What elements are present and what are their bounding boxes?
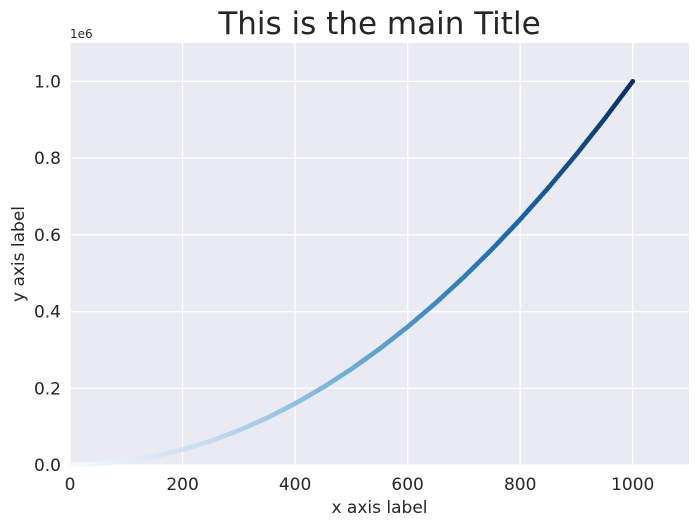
x-ticks: 0 200 400 600 800 1000 [65,475,655,495]
grid [69,43,689,466]
x-tick-label: 400 [279,475,311,495]
y-offset-label: 1e6 [70,27,93,41]
chart-title: This is the main Title [217,6,540,42]
x-tick-label: 0 [65,475,76,495]
x-axis-label: x axis label [331,498,427,518]
data-points [67,78,636,468]
x-tick-label: 800 [504,475,536,495]
y-ticks: 0.0 0.2 0.4 0.6 0.8 1.0 [34,72,61,476]
x-tick-label: 1000 [611,475,654,495]
plot-area [70,43,689,465]
y-tick-label: 0.2 [34,379,61,399]
x-tick-label: 200 [166,475,198,495]
x-tick-label: 600 [391,475,423,495]
y-tick-label: 1.0 [34,72,61,92]
y-tick-label: 0.6 [34,226,61,246]
data-point [630,78,636,84]
y-tick-label: 0.4 [34,303,61,323]
y-tick-label: 0.8 [34,149,61,169]
y-axis-label: y axis label [9,206,29,302]
y-tick-label: 0.0 [34,456,61,476]
